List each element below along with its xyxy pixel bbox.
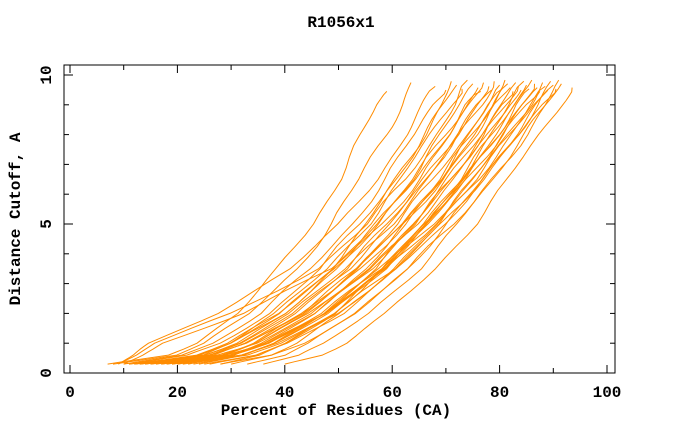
model-curve: [123, 89, 447, 365]
model-curve: [112, 82, 412, 365]
y-tick-label: 0: [38, 368, 56, 378]
model-curve: [145, 87, 511, 365]
model-curve: [220, 79, 533, 365]
model-curve: [161, 89, 549, 365]
model-curve: [139, 81, 495, 365]
model-curve: [118, 86, 436, 365]
model-curve: [263, 79, 560, 365]
model-curve: [182, 85, 546, 365]
model-curve: [107, 91, 388, 365]
model-curve: [118, 79, 468, 365]
model-curve: [129, 88, 503, 365]
x-tick-label: 40: [275, 384, 294, 402]
model-curves-group: [107, 79, 573, 365]
model-curve: [284, 87, 573, 365]
x-tick-label: 80: [490, 384, 509, 402]
model-curve: [166, 83, 535, 365]
x-axis-label: Percent of Residues (CA): [221, 402, 451, 420]
model-curve: [204, 84, 554, 365]
tick-labels-group: 0 20 40 60 80 100 0 5 10: [38, 65, 621, 402]
model-curve: [161, 79, 506, 365]
model-curve: [230, 82, 544, 365]
plot-border: [63, 64, 616, 374]
y-axis-label: Distance Cutoff, A: [7, 132, 25, 305]
model-curve: [139, 91, 541, 365]
plot-frame: [63, 64, 616, 374]
x-tick-label: 0: [65, 384, 75, 402]
y-tick-label: 5: [38, 219, 56, 229]
x-tick-label: 20: [168, 384, 187, 402]
model-curve: [123, 82, 484, 365]
axis-ticks-group: [64, 65, 615, 374]
model-curve: [220, 83, 562, 365]
model-curve: [155, 89, 522, 365]
model-curve: [129, 84, 458, 365]
figure-title: R1056x1: [307, 14, 374, 32]
model-curve: [150, 86, 490, 365]
x-tick-label: 100: [593, 384, 622, 402]
model-curve: [171, 88, 557, 365]
y-tick-label: 10: [38, 65, 56, 84]
x-tick-label: 60: [383, 384, 402, 402]
